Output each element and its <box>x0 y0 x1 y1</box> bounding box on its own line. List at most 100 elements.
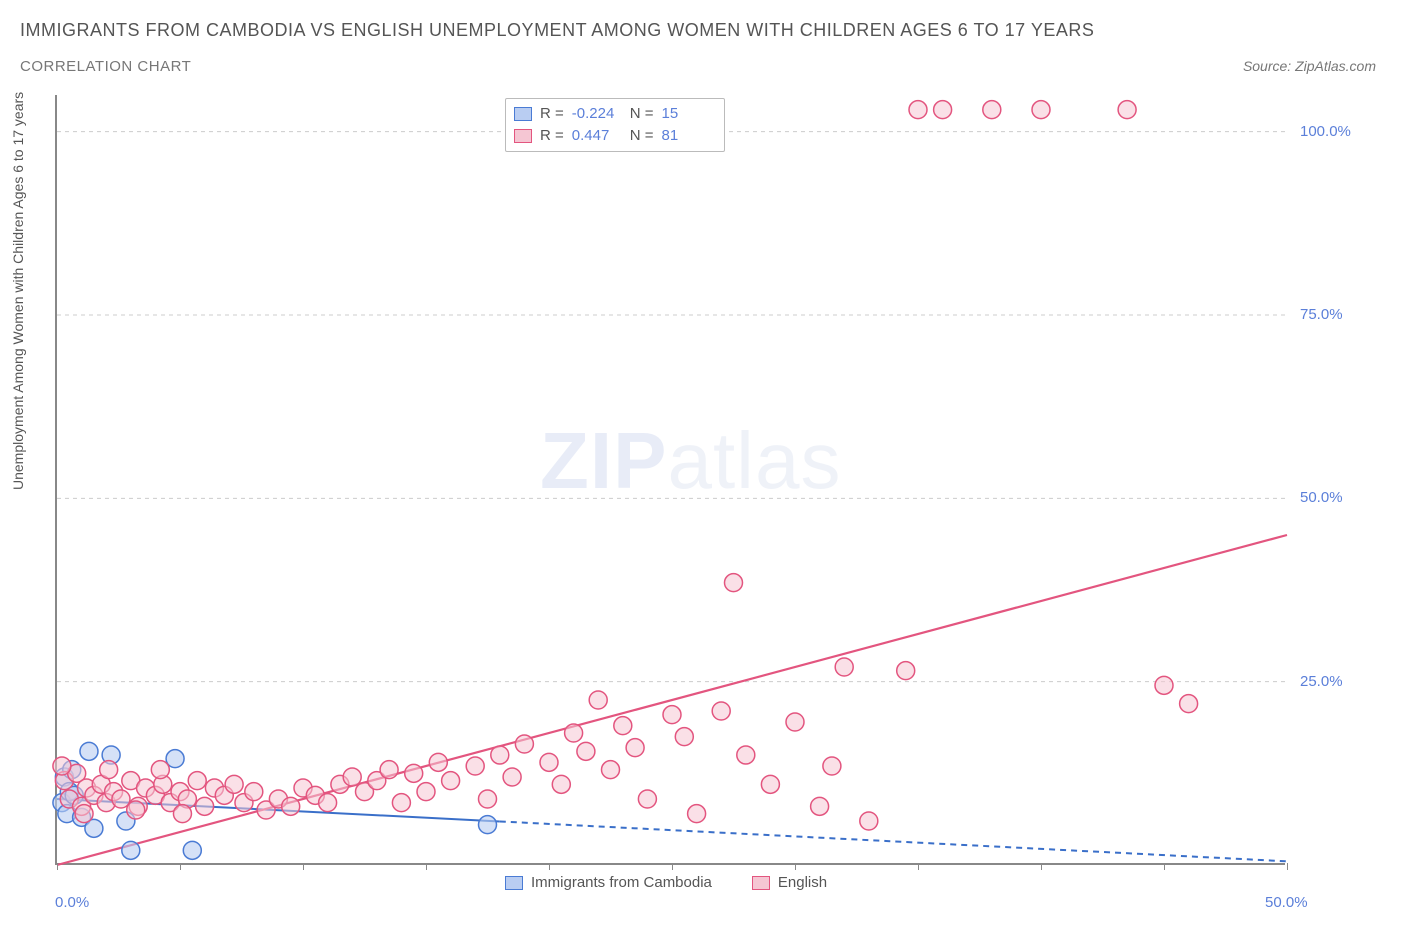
data-point <box>540 753 558 771</box>
data-point <box>725 574 743 592</box>
plot-svg <box>57 95 1287 865</box>
data-point <box>761 775 779 793</box>
swatch-series-1 <box>514 107 532 121</box>
n-value-series-2: 81 <box>662 125 712 147</box>
data-point <box>811 797 829 815</box>
data-point <box>479 816 497 834</box>
data-point <box>442 772 460 790</box>
x-tick <box>918 863 919 870</box>
data-point <box>282 797 300 815</box>
data-point <box>127 801 145 819</box>
data-point <box>466 757 484 775</box>
stats-row-series-2: R = 0.447 N = 81 <box>514 125 712 147</box>
swatch-series-2 <box>514 129 532 143</box>
x-tick-label: 0.0% <box>55 894 89 911</box>
data-point <box>1118 101 1136 119</box>
stats-row-series-1: R = -0.224 N = 15 <box>514 103 712 125</box>
data-point <box>577 742 595 760</box>
n-label: N = <box>630 125 654 147</box>
data-point <box>479 790 497 808</box>
data-point <box>1180 695 1198 713</box>
x-tick <box>1041 863 1042 870</box>
x-tick <box>672 863 673 870</box>
y-tick-label: 75.0% <box>1300 306 1343 323</box>
legend-label-2: English <box>778 874 827 891</box>
data-point <box>188 772 206 790</box>
swatch-legend-1 <box>505 876 523 890</box>
data-point <box>503 768 521 786</box>
data-point <box>565 724 583 742</box>
data-point <box>515 735 533 753</box>
data-point <box>405 764 423 782</box>
data-point <box>319 794 337 812</box>
data-point <box>100 761 118 779</box>
data-point <box>122 841 140 859</box>
y-axis-label: Unemployment Among Women with Children A… <box>10 92 26 490</box>
x-tick <box>549 863 550 870</box>
data-point <box>151 761 169 779</box>
x-tick <box>426 863 427 870</box>
r-value-series-2: 0.447 <box>572 125 622 147</box>
page-title: IMMIGRANTS FROM CAMBODIA VS ENGLISH UNEM… <box>20 20 1094 41</box>
data-point <box>614 717 632 735</box>
data-point <box>343 768 361 786</box>
r-value-series-1: -0.224 <box>572 103 622 125</box>
data-point <box>934 101 952 119</box>
data-point <box>392 794 410 812</box>
scatter-plot <box>55 95 1285 865</box>
page-subtitle: CORRELATION CHART <box>20 58 191 75</box>
x-tick <box>1164 863 1165 870</box>
x-tick <box>795 863 796 870</box>
data-point <box>80 742 98 760</box>
data-point <box>663 706 681 724</box>
data-point <box>909 101 927 119</box>
data-point <box>737 746 755 764</box>
data-point <box>225 775 243 793</box>
data-point <box>589 691 607 709</box>
data-point <box>983 101 1001 119</box>
data-point <box>860 812 878 830</box>
source-label: Source: ZipAtlas.com <box>1243 58 1376 74</box>
x-tick-label: 50.0% <box>1265 894 1308 911</box>
stats-legend-box: R = -0.224 N = 15 R = 0.447 N = 81 <box>505 98 725 152</box>
x-tick <box>303 863 304 870</box>
data-point <box>429 753 447 771</box>
data-point <box>380 761 398 779</box>
data-point <box>245 783 263 801</box>
data-point <box>75 805 93 823</box>
x-tick <box>180 863 181 870</box>
n-value-series-1: 15 <box>662 103 712 125</box>
r-label: R = <box>540 125 564 147</box>
data-point <box>53 757 71 775</box>
x-tick <box>57 863 58 870</box>
data-point <box>491 746 509 764</box>
legend-item-1: Immigrants from Cambodia <box>505 874 712 891</box>
data-point <box>183 841 201 859</box>
x-tick <box>1287 863 1288 870</box>
data-point <box>602 761 620 779</box>
legend-item-2: English <box>752 874 827 891</box>
data-point <box>897 662 915 680</box>
data-point <box>626 739 644 757</box>
data-point <box>196 797 214 815</box>
data-point <box>1155 676 1173 694</box>
data-point <box>835 658 853 676</box>
data-point <box>1032 101 1050 119</box>
data-point <box>552 775 570 793</box>
data-point <box>823 757 841 775</box>
y-tick-label: 100.0% <box>1300 123 1351 140</box>
data-point <box>688 805 706 823</box>
swatch-legend-2 <box>752 876 770 890</box>
legend-label-1: Immigrants from Cambodia <box>531 874 712 891</box>
bottom-legend: Immigrants from Cambodia English <box>505 874 827 891</box>
data-point <box>417 783 435 801</box>
r-label: R = <box>540 103 564 125</box>
y-tick-label: 25.0% <box>1300 673 1343 690</box>
n-label: N = <box>630 103 654 125</box>
data-point <box>786 713 804 731</box>
y-tick-label: 50.0% <box>1300 489 1343 506</box>
data-point <box>173 805 191 823</box>
data-point <box>638 790 656 808</box>
data-point <box>712 702 730 720</box>
data-point <box>675 728 693 746</box>
